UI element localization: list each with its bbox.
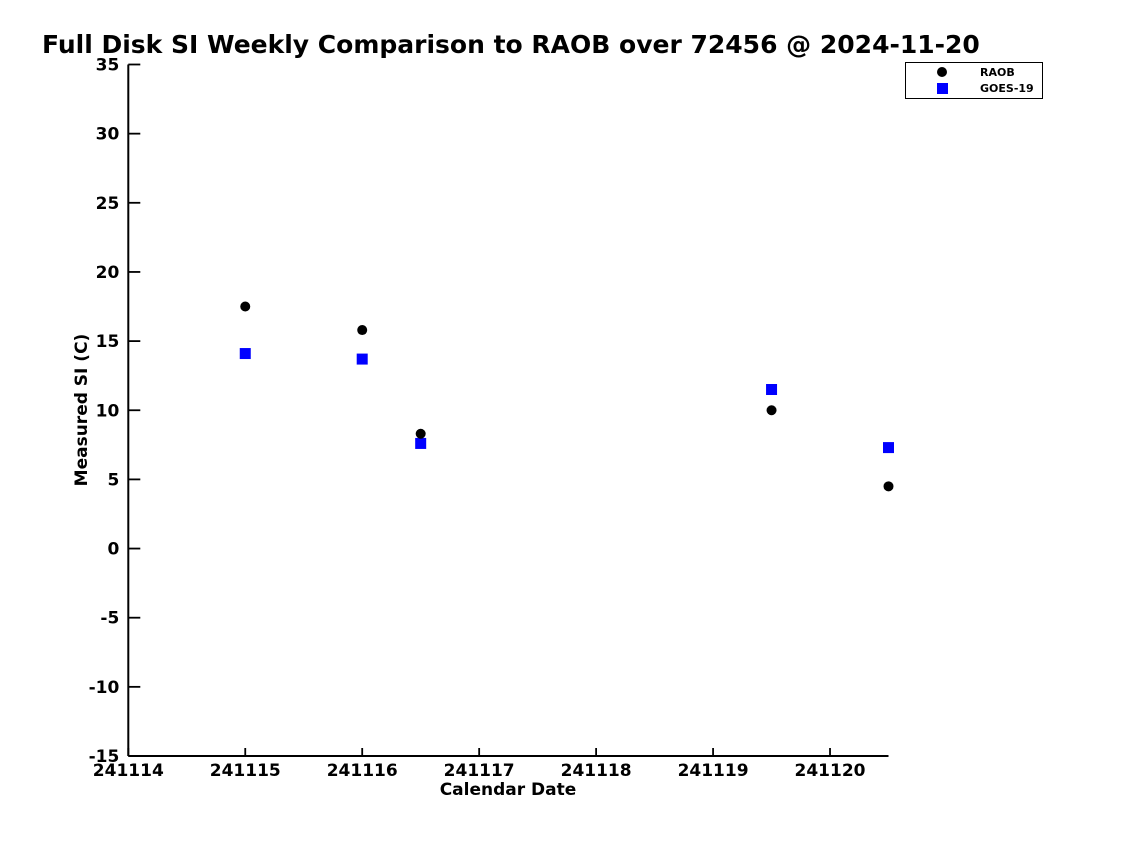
x-tick-label: 241119: [678, 761, 749, 781]
legend-item-raob: RAOB: [937, 65, 1042, 79]
raob-point: [415, 428, 426, 439]
y-tick-label: 35: [96, 56, 120, 76]
x-tick-label: 241118: [561, 761, 632, 781]
legend-item-goes19: GOES-19: [937, 82, 1042, 96]
y-tick-label: 30: [96, 125, 120, 145]
goes19-point: [239, 348, 251, 360]
x-tick-label: 241117: [444, 761, 515, 781]
legend-label-goes19: GOES-19: [980, 82, 1034, 96]
y-tick-label: 0: [107, 540, 119, 560]
y-tick-label: 5: [107, 470, 119, 490]
y-tick-label: -5: [100, 609, 119, 629]
goes19-point: [883, 442, 894, 454]
raob-marker-icon: [937, 67, 947, 78]
x-tick-label: 241120: [795, 761, 866, 781]
raob-point: [766, 405, 777, 416]
y-tick-label: 25: [96, 194, 120, 214]
y-axis-label: Measured SI (C): [72, 333, 92, 487]
y-tick-label: 20: [96, 263, 120, 283]
legend: RAOB GOES-19: [905, 62, 1043, 99]
x-tick-label: 241115: [210, 761, 281, 781]
goes19-point: [415, 437, 427, 449]
y-tick-label: 10: [96, 401, 120, 421]
chart-title: Full Disk SI Weekly Comparison to RAOB o…: [42, 30, 980, 59]
legend-label-raob: RAOB: [980, 65, 1015, 79]
x-tick-label: 241114: [93, 761, 164, 781]
y-tick-label: 15: [96, 332, 120, 352]
x-axis-label: Calendar Date: [439, 780, 577, 800]
raob-point: [883, 481, 894, 492]
raob-point: [357, 325, 368, 336]
x-tick-label: 241116: [327, 761, 398, 781]
y-tick-label: -15: [89, 747, 120, 767]
goes19-marker-icon: [937, 83, 948, 95]
goes19-point: [356, 353, 368, 365]
goes19-point: [766, 384, 778, 396]
y-tick-label: -10: [89, 678, 120, 698]
raob-point: [240, 301, 251, 312]
